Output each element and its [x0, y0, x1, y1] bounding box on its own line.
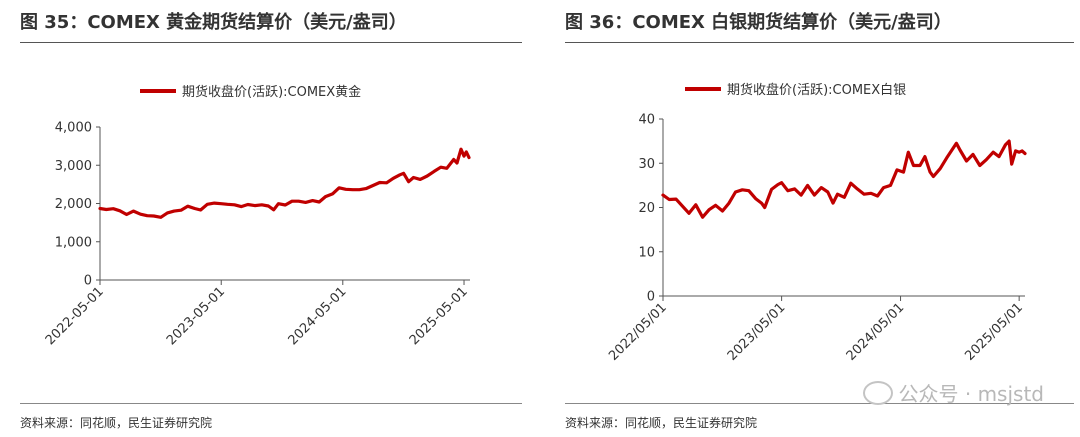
x-tick-label: 2022-05-01: [43, 284, 107, 348]
watermark-text: 公众号 · msjstd: [898, 382, 1045, 406]
chart-title: 图 35：COMEX 黄金期货结算价（美元/盎司）: [20, 12, 407, 33]
x-tick-label: 2025-05-01: [407, 284, 471, 348]
silver-chart-panel: 图 36：COMEX 白银期货结算价（美元/盎司） 0 10 20 30 40 2022/…: [553, 0, 1080, 437]
source-divider: [20, 403, 522, 404]
y-tick-label: 4,000: [55, 121, 92, 136]
gold-chart-panel: 图 35：COMEX 黄金期货结算价（美元/盎司） 0 1,000 2,000 3,0…: [20, 12, 522, 430]
y-tick-label: 10: [638, 245, 655, 260]
y-tick-label: 2,000: [55, 197, 92, 212]
source-note: 资料来源：同花顺，民生证券研究院: [565, 416, 758, 430]
x-tick-label: 2024/05/01: [844, 300, 908, 364]
series-line: [98, 147, 471, 219]
y-tick-label: 0: [84, 274, 92, 289]
legend-label: 期货收盘价(活跃):COMEX黄金: [182, 84, 361, 100]
x-tick-label: 2022/05/01: [606, 300, 670, 364]
chart-title: 图 36：COMEX 白银期货结算价（美元/盎司）: [565, 12, 952, 33]
y-tick-label: 0: [647, 290, 655, 305]
x-tick-label: 2023/05/01: [725, 300, 789, 364]
y-tick-label: 20: [638, 201, 655, 216]
title-divider: [565, 42, 1074, 43]
source-note: 资料来源：同花顺，民生证券研究院: [20, 416, 213, 430]
x-tick-label: 2023-05-01: [164, 284, 228, 348]
x-tick-label: 2024-05-01: [286, 284, 350, 348]
source-divider: [565, 403, 1074, 404]
title-divider: [20, 42, 522, 43]
wechat-icon: [862, 381, 893, 405]
x-tick-label: 2025/05/01: [962, 300, 1026, 364]
legend-label: 期货收盘价(活跃):COMEX白银: [727, 82, 906, 98]
y-tick-label: 1,000: [55, 235, 92, 250]
watermark: 公众号 · msjstd: [862, 378, 1045, 407]
silver-line-chart: 0 10 20 30 40 2022/05/01 2023/05/01 2024/05/01 2…: [606, 82, 1027, 364]
y-tick-label: 30: [638, 157, 655, 172]
y-tick-label: 40: [638, 113, 655, 128]
gold-line-chart: 0 1,000 2,000 3,000 4,000 2022-05-01 2023-05-0…: [43, 84, 471, 348]
y-tick-label: 3,000: [55, 159, 92, 174]
series-line: [661, 139, 1027, 219]
